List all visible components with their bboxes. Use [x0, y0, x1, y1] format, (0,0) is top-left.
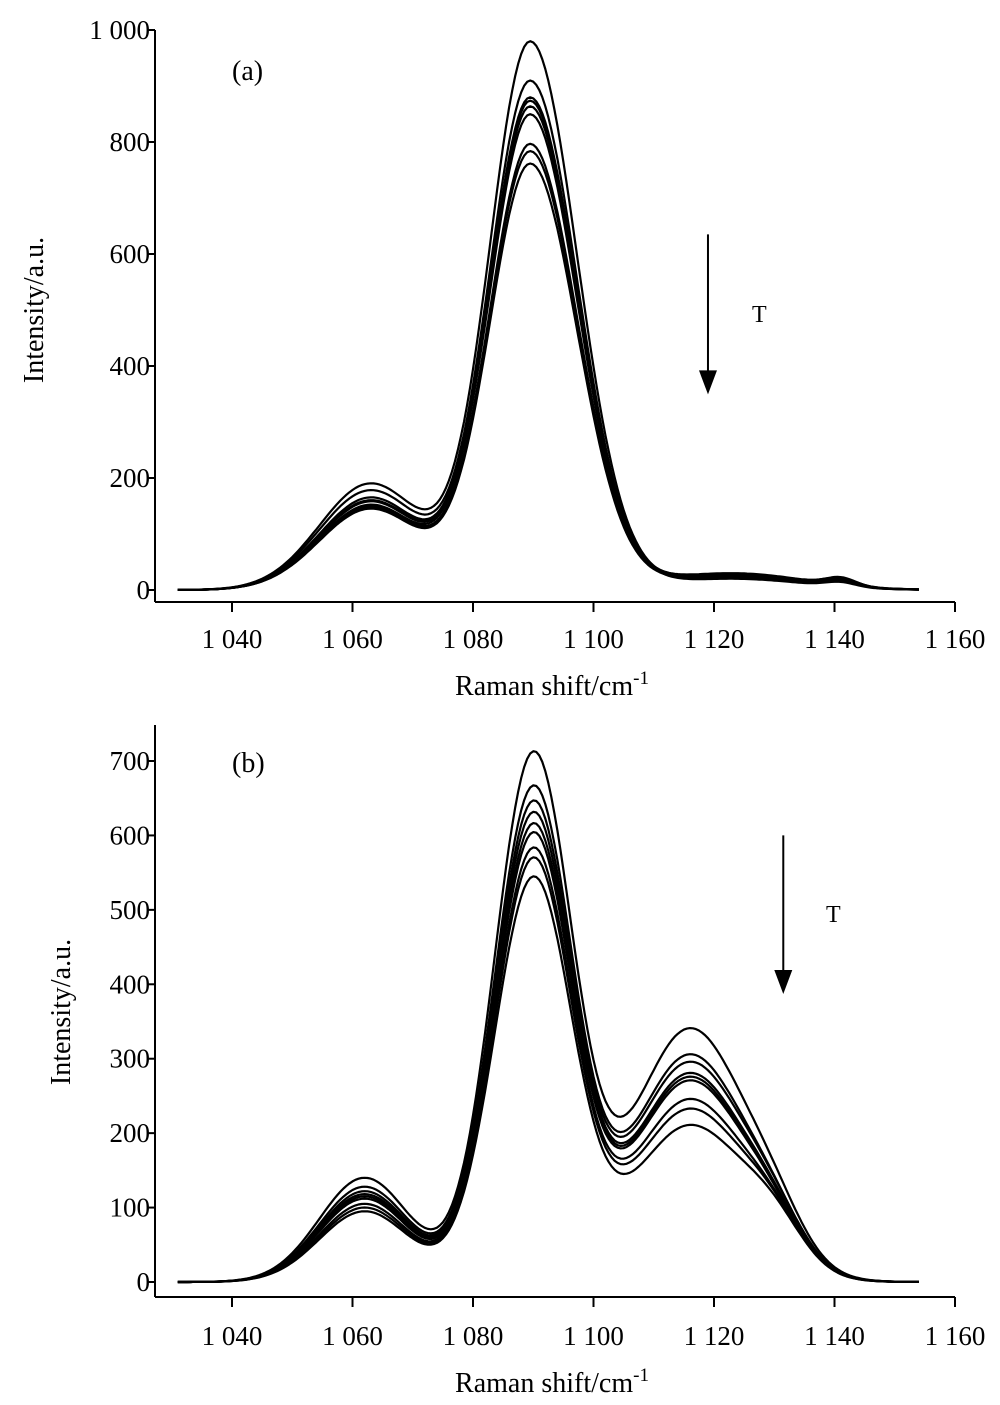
series-line — [177, 142, 919, 591]
x-tick-label: 1 080 — [443, 624, 504, 654]
y-tick-label: 500 — [110, 895, 151, 925]
x-axis-title: Raman shift/cm-1 — [455, 668, 649, 702]
x-axis-title-text: Raman shift/cm — [455, 1368, 633, 1399]
series-line — [177, 750, 919, 1284]
series-line — [177, 162, 919, 591]
y-tick-label: 100 — [110, 1193, 151, 1223]
series-line — [177, 822, 919, 1284]
series-line — [177, 150, 919, 591]
panel-label: (b) — [232, 748, 265, 779]
panel-b: 1 040 1 060 1 080 1 100 1 120 1 140 1 160 0 100 2… — [46, 725, 985, 1399]
x-axis-title-superscript: -1 — [633, 1365, 649, 1386]
x-tick-label: 1 060 — [322, 1321, 383, 1351]
y-tick-label: 0 — [137, 575, 151, 605]
y-tick-label: 800 — [110, 127, 151, 157]
series-line — [177, 875, 919, 1284]
axes — [154, 725, 955, 1298]
x-axis-title: Raman shift/cm-1 — [455, 1365, 649, 1399]
panel-a: 1 040 1 060 1 080 1 100 1 120 1 140 1 160 0 200 4… — [19, 15, 985, 702]
series-line — [177, 846, 919, 1284]
y-axis-title: Intensity/a.u. — [19, 237, 50, 383]
trend-arrow-label: T — [752, 302, 767, 328]
x-tick-label: 1 120 — [684, 1321, 745, 1351]
x-tick-label: 1 100 — [563, 1321, 624, 1351]
series-line — [177, 856, 919, 1284]
x-axis-title-superscript: -1 — [633, 668, 649, 689]
x-tick-label: 1 140 — [804, 1321, 865, 1351]
trend-arrow-label: T — [826, 902, 841, 928]
y-tick-label: 200 — [110, 463, 151, 493]
y-tick-label: 600 — [110, 820, 151, 850]
x-tick-label: 1 040 — [202, 624, 263, 654]
x-tick-label: 1 160 — [925, 624, 986, 654]
x-tick-label: 1 040 — [202, 1321, 263, 1351]
y-axis-title: Intensity/a.u. — [46, 939, 77, 1085]
axes — [154, 30, 955, 603]
y-tick-label: 300 — [110, 1044, 151, 1074]
x-tick-label: 1 080 — [443, 1321, 504, 1351]
arrow-head — [774, 970, 793, 995]
ticks: 1 040 1 060 1 080 1 100 1 120 1 140 1 160 0 100 2… — [110, 746, 986, 1351]
x-tick-label: 1 100 — [563, 624, 624, 654]
trend-arrow — [774, 835, 793, 995]
series-line — [177, 831, 919, 1284]
series-line — [177, 40, 919, 591]
series-group — [177, 40, 919, 591]
series-group — [177, 750, 919, 1284]
x-tick-label: 1 060 — [322, 624, 383, 654]
ticks: 1 040 1 060 1 080 1 100 1 120 1 140 1 160 0 200 4… — [89, 15, 985, 654]
x-tick-label: 1 120 — [684, 624, 745, 654]
y-tick-label: 700 — [110, 746, 151, 776]
x-tick-label: 1 160 — [925, 1321, 986, 1351]
series-line — [177, 96, 919, 591]
trend-arrow — [698, 234, 717, 395]
y-tick-label: 0 — [137, 1267, 151, 1297]
x-axis-title-text: Raman shift/cm — [455, 671, 633, 702]
y-tick-label: 200 — [110, 1118, 151, 1148]
y-tick-label: 400 — [110, 969, 151, 999]
y-tick-label: 1 000 — [89, 15, 150, 45]
y-tick-label: 400 — [110, 351, 151, 381]
x-tick-label: 1 140 — [804, 624, 865, 654]
panel-label: (a) — [232, 56, 263, 87]
y-tick-label: 600 — [110, 239, 151, 269]
arrow-head — [698, 370, 717, 395]
series-line — [177, 79, 919, 591]
